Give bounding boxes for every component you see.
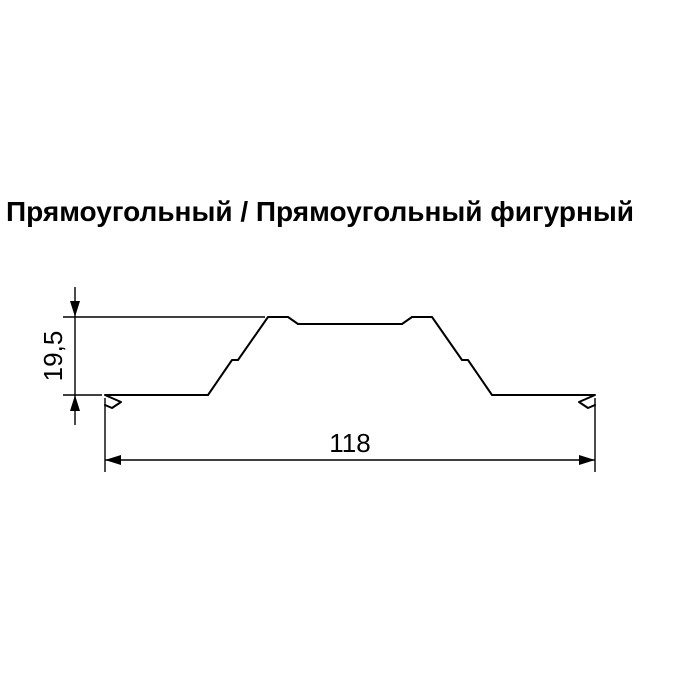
dim-value-width: 118 xyxy=(329,428,370,458)
diagram-canvas: Прямоугольный / Прямоугольный фигурный 1… xyxy=(0,0,700,700)
dim-arrow xyxy=(579,455,595,465)
dim-arrow xyxy=(70,301,80,317)
dim-arrow xyxy=(70,395,80,411)
profile-outline xyxy=(105,317,595,408)
profile-drawing: 118 19,5 xyxy=(0,0,700,700)
dim-value-height: 19,5 xyxy=(38,331,68,382)
dim-arrow xyxy=(105,455,121,465)
